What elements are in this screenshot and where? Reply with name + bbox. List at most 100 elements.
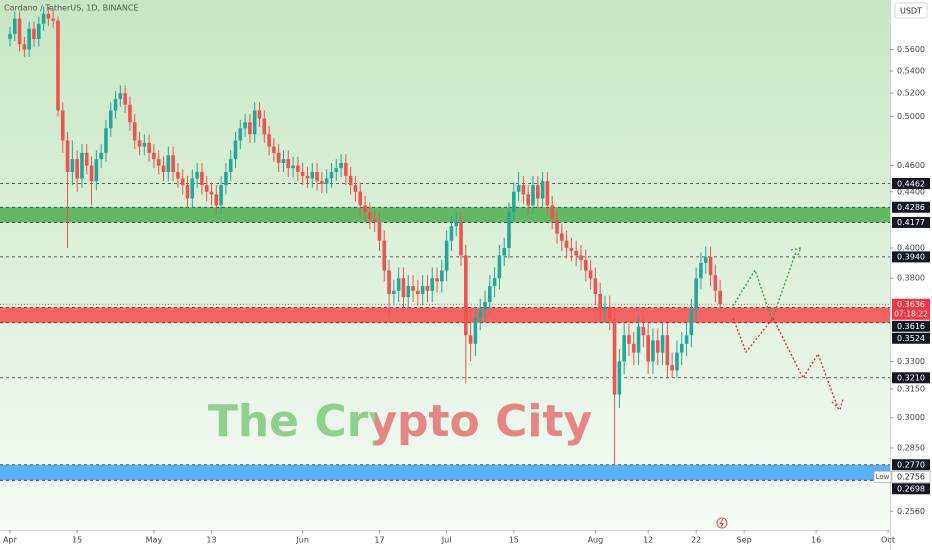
event-icon[interactable] (716, 517, 728, 529)
candle-body (464, 255, 468, 336)
candle-body (675, 352, 679, 371)
candle-body (176, 171, 180, 179)
candle-body (80, 152, 84, 179)
candle-body (684, 335, 689, 344)
candle-body (612, 318, 617, 395)
candle-body (41, 13, 46, 24)
x-tick-label: Apr (3, 536, 18, 545)
candle-body (564, 240, 569, 248)
candle-body (593, 278, 598, 294)
candle-body (703, 256, 708, 263)
candle-body (161, 165, 166, 172)
candle-body (276, 152, 281, 163)
candle-body (12, 18, 17, 34)
price-label-box (891, 470, 931, 483)
y-tick-label: 0.4400 (897, 187, 925, 196)
x-tick-label: Jun (295, 536, 309, 545)
candle-body (104, 128, 108, 153)
candle-body (56, 20, 60, 111)
candle-body (401, 278, 406, 298)
candle-body (622, 335, 626, 362)
y-tick-label: 0.5600 (897, 45, 925, 54)
currency: USDT (900, 7, 922, 16)
y-tick-label: 0.4600 (897, 161, 925, 170)
candle-body (185, 185, 190, 199)
candles (8, 6, 722, 465)
candle-body (180, 178, 185, 186)
candle-body (262, 118, 267, 135)
candle-body (113, 98, 118, 111)
candle-body (483, 302, 487, 311)
candle-body (545, 181, 550, 206)
candle-body (607, 306, 612, 319)
watermark: The Crypto City (208, 396, 592, 447)
price-label: 0.4177 (897, 218, 925, 227)
candle-body (387, 270, 391, 294)
candle-body (156, 159, 161, 166)
candle-body (559, 233, 564, 241)
candle-body (36, 23, 41, 40)
candle-body (272, 146, 276, 153)
event-icon-bolt (719, 518, 724, 528)
x-tick-label: May (146, 536, 163, 545)
candle-body (281, 159, 286, 163)
candle-body (334, 168, 339, 172)
projection-arrow (790, 247, 803, 258)
price-label: 0.2756 (897, 473, 925, 482)
x-tick-label: 17 (374, 536, 384, 545)
candle-body (670, 365, 674, 371)
candle-body (300, 171, 305, 176)
y-tick-label: 0.3300 (897, 357, 925, 366)
candle-body (89, 165, 94, 182)
candle-body (708, 256, 713, 276)
candle-body (166, 155, 171, 172)
projection-down (732, 316, 839, 409)
candle-body (344, 162, 348, 176)
candle-body (411, 286, 415, 291)
price-axis: 0.5600 0.5400 0.5200 0.5000 0.4600 0.4400 0.40… (873, 45, 931, 516)
candle-body (540, 181, 545, 199)
candle-body (209, 191, 214, 195)
candle-body (420, 286, 425, 294)
candle-body (368, 212, 372, 220)
candle-body (636, 326, 641, 353)
candle-body (324, 178, 329, 184)
candle-body (22, 44, 27, 50)
candle-body (392, 290, 396, 294)
candle-body (99, 152, 103, 160)
y-tick-label: 0.5200 (897, 89, 925, 98)
candle-body (348, 175, 353, 186)
candle-body (123, 93, 127, 105)
candle-body (583, 259, 588, 271)
candle-body (152, 152, 156, 160)
time-axis-background (0, 530, 890, 550)
candle-body (526, 194, 531, 206)
x-tick-label: Oct (881, 536, 895, 545)
candle-body (233, 140, 238, 160)
candle-body (603, 306, 607, 311)
candle-body (536, 185, 540, 199)
candle-body (214, 194, 219, 206)
candle-body (655, 340, 660, 353)
candle-body (142, 142, 147, 147)
candle-body (617, 361, 622, 395)
candle-body (718, 290, 722, 305)
candle-body (689, 310, 694, 336)
price-label-box (892, 251, 930, 263)
price-label-box (892, 372, 930, 384)
candle-body (238, 128, 243, 141)
candle-body (108, 110, 113, 129)
candle-body (507, 212, 511, 248)
candle-body (574, 250, 578, 256)
candle-body (444, 240, 449, 271)
candle-body (425, 286, 430, 291)
candle-body (243, 122, 247, 129)
candle-body (679, 343, 684, 353)
candle-body (32, 28, 36, 40)
candle-body (372, 219, 377, 223)
price-label: 0.3210 (897, 374, 925, 383)
candle-body (435, 278, 439, 282)
candle-body (267, 134, 271, 147)
candle-body (17, 18, 22, 45)
